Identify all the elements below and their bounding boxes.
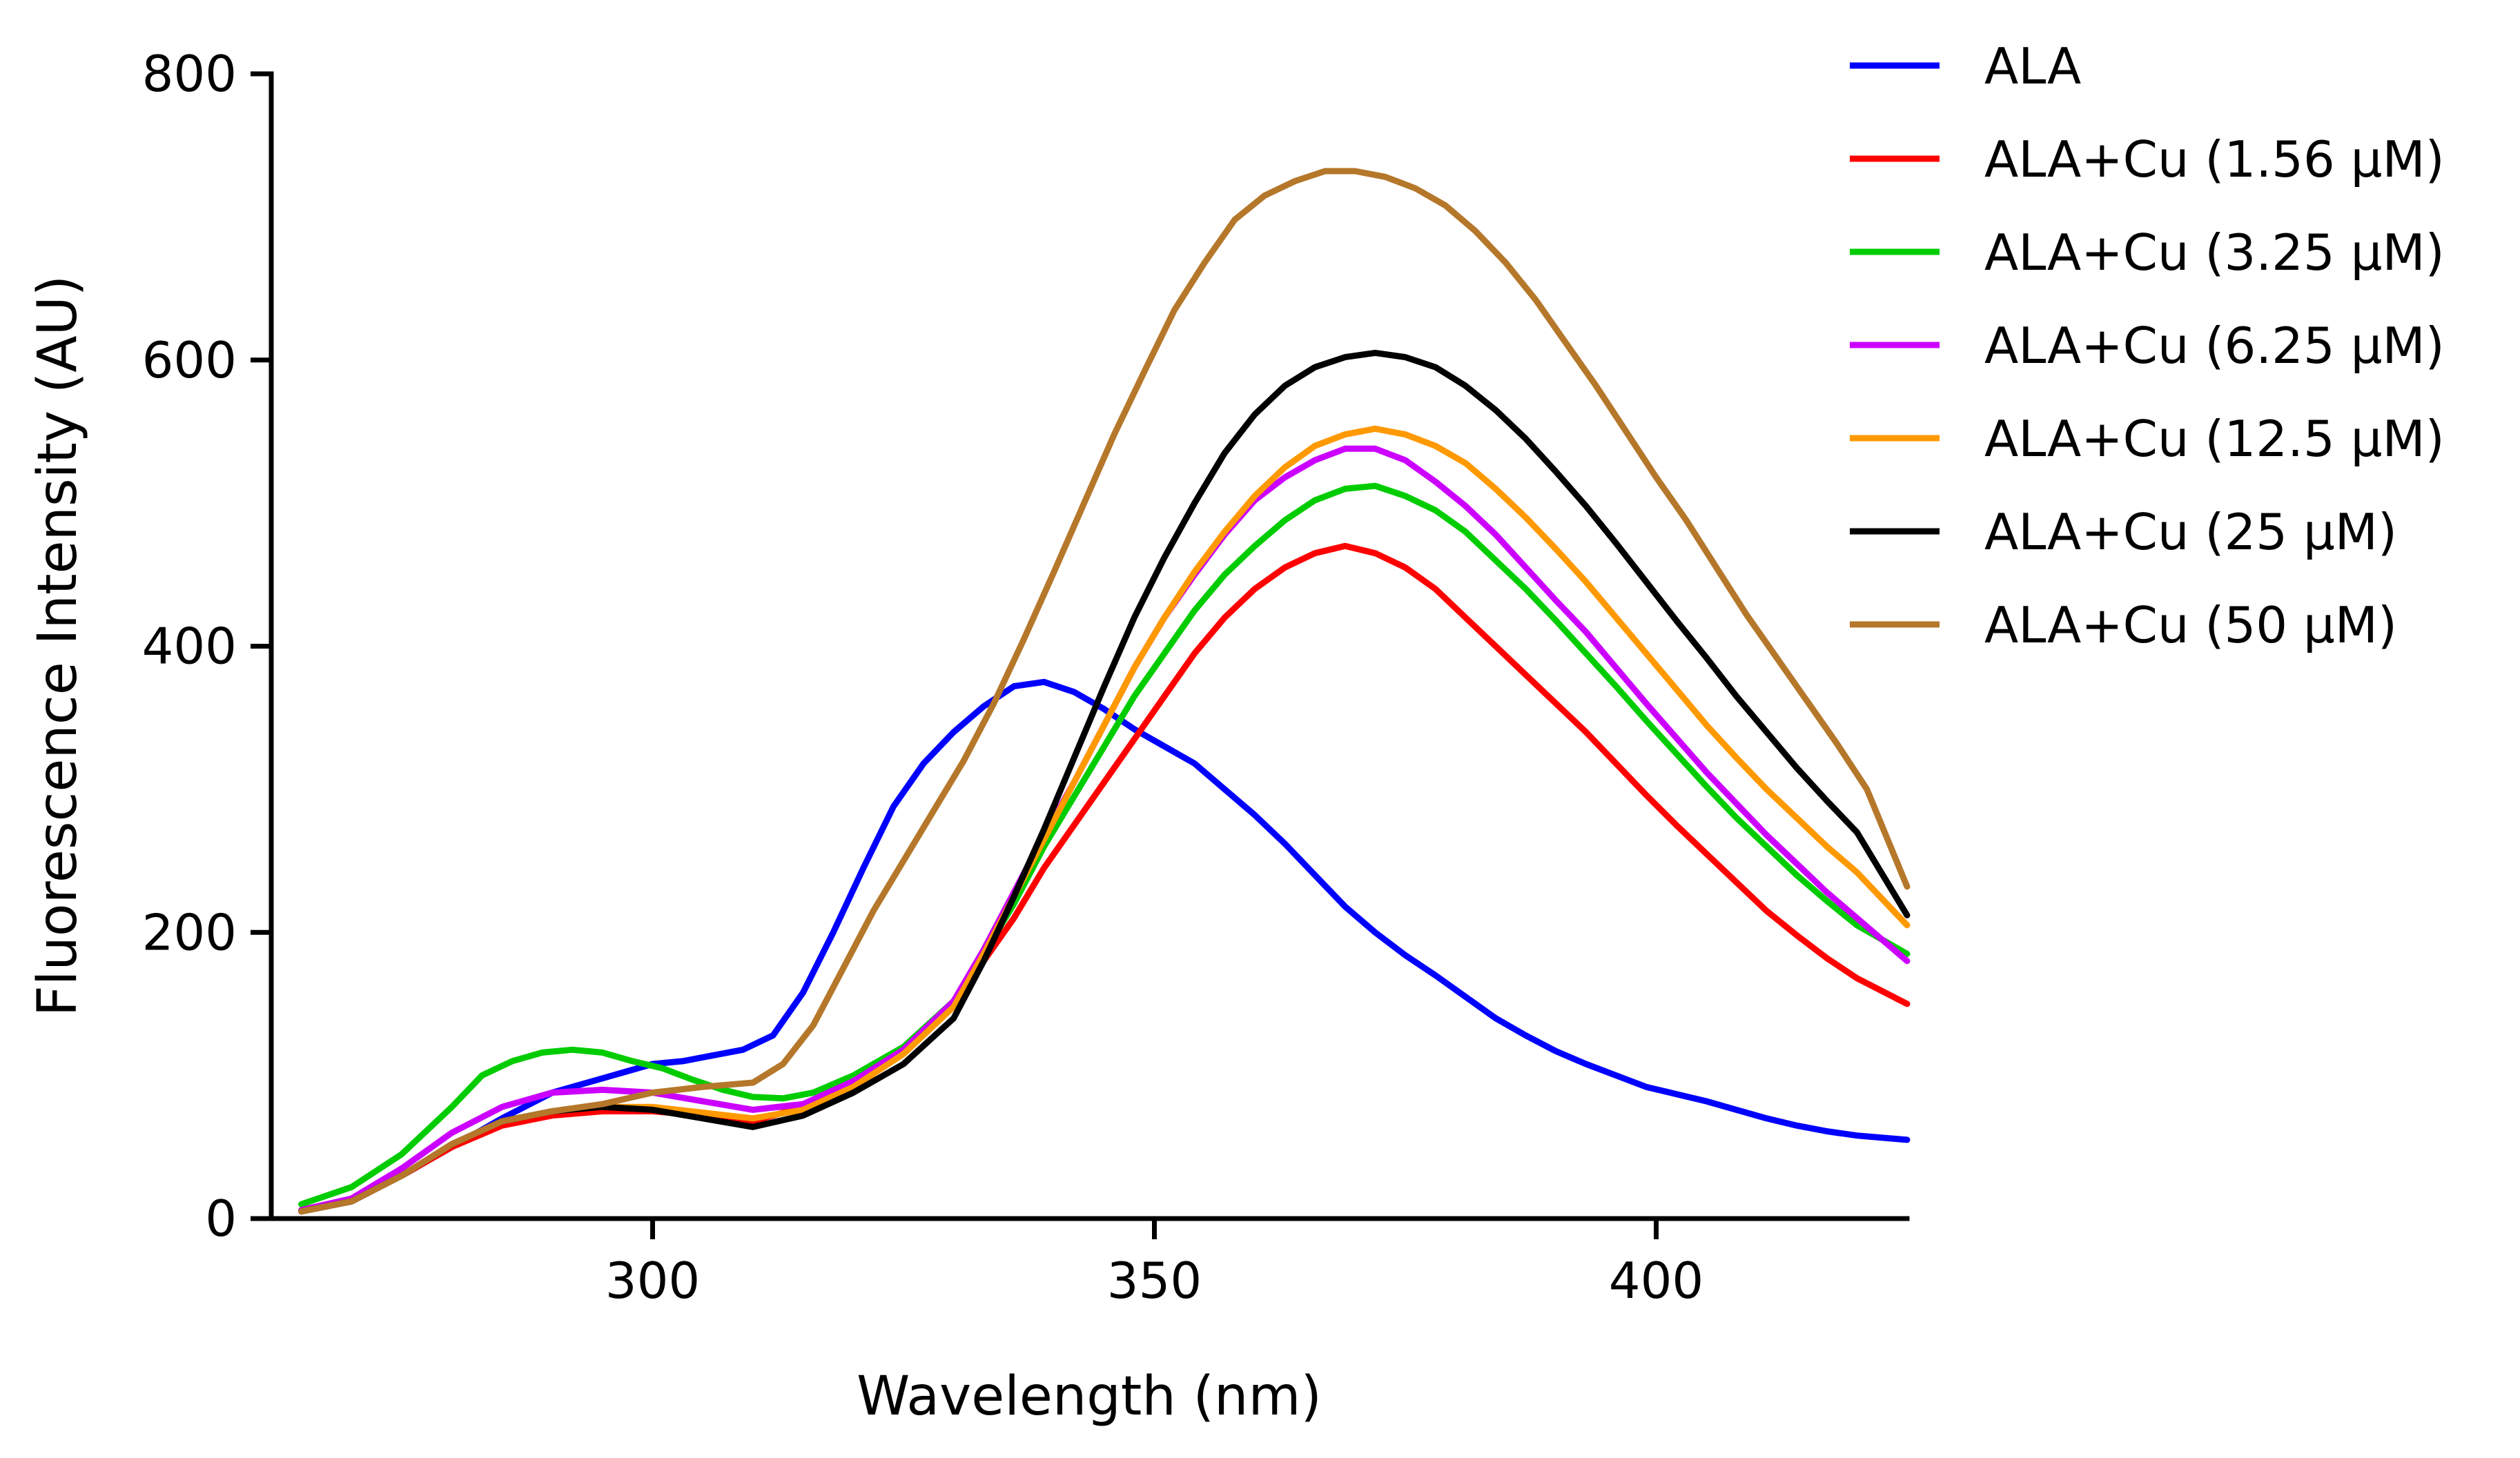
- x-tick-label: 400: [1609, 1252, 1703, 1310]
- legend-label-3: ALA+Cu (6.25 µM): [1984, 317, 2445, 375]
- series-line-0: [298, 678, 1911, 1215]
- legend-label-6: ALA+Cu (50 µM): [1984, 596, 2397, 654]
- x-axis-ticks: 300 350 400: [605, 1219, 1703, 1310]
- y-tick-label: 800: [142, 45, 237, 103]
- x-tick-label: 350: [1107, 1252, 1202, 1310]
- legend-label-0: ALA: [1984, 37, 2081, 95]
- series-line-4: [298, 425, 1911, 1215]
- y-axis-title: Fluorescence Intensity (AU): [27, 275, 89, 1016]
- series-layer: [298, 168, 1911, 1215]
- series-line-5: [298, 349, 1911, 1215]
- legend-label-1: ALA+Cu (1.56 µM): [1984, 130, 2445, 188]
- y-tick-label: 0: [205, 1190, 237, 1248]
- x-axis-title: Wavelength (nm): [857, 1366, 1322, 1428]
- y-axis-ticks: 0 200 400 600 800: [142, 45, 271, 1248]
- y-tick-label: 600: [142, 331, 237, 389]
- legend-label-5: ALA+Cu (25 µM): [1984, 503, 2397, 561]
- y-tick-label: 200: [142, 903, 237, 961]
- series-line-2: [298, 482, 1911, 1208]
- legend-label-2: ALA+Cu (3.25 µM): [1984, 224, 2445, 282]
- legend: ALA ALA+Cu (1.56 µM) ALA+Cu (3.25 µM) ALA+C…: [1850, 37, 2445, 654]
- series-line-3: [298, 445, 1911, 1214]
- legend-label-4: ALA+Cu (12.5 µM): [1984, 410, 2445, 468]
- series-line-6: [298, 168, 1911, 1215]
- x-tick-label: 300: [605, 1252, 700, 1310]
- y-tick-label: 400: [142, 618, 237, 676]
